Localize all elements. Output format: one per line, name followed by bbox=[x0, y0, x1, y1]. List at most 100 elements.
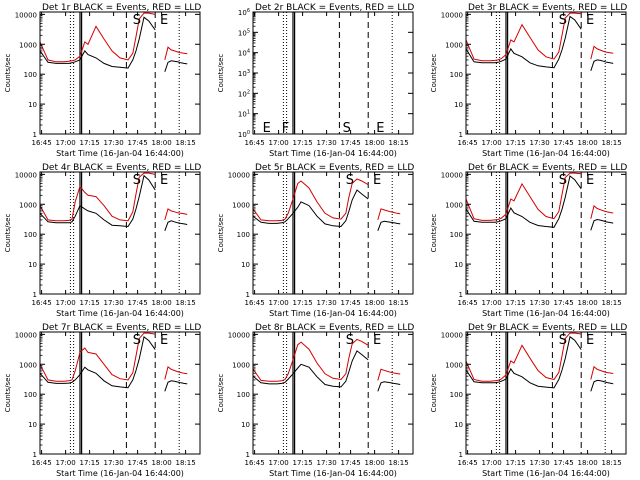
panel-title: Det 5r BLACK = Events, RED = LLD bbox=[255, 163, 414, 173]
panel-3: Det 3r BLACK = Events, RED = LLD Counts/s… bbox=[430, 3, 627, 158]
series-line-lld bbox=[164, 208, 188, 221]
x-tick-label: 17:15 bbox=[293, 139, 313, 147]
x-axis-label: Start Time (16-Jan-04 16:44:00) bbox=[269, 469, 397, 478]
x-tick-label: 16:45 bbox=[458, 459, 478, 467]
y-tick-label: 104 bbox=[238, 49, 250, 58]
x-tick-label: 18:00 bbox=[365, 459, 385, 467]
x-tick-label: 17:30 bbox=[530, 459, 550, 467]
y-tick-label: 100 bbox=[450, 71, 463, 79]
series-line-lld bbox=[590, 365, 614, 380]
phase-marker-label: E bbox=[586, 13, 594, 28]
y-tick-label: 100 bbox=[24, 231, 37, 239]
x-tick-label: 17:15 bbox=[80, 299, 100, 307]
phase-marker-label: S bbox=[133, 13, 141, 28]
series-line-events bbox=[465, 15, 582, 69]
y-tick-label: 10000 bbox=[15, 11, 37, 19]
y-tick-label: 100 bbox=[238, 130, 250, 139]
plot-frame bbox=[465, 171, 627, 295]
phase-marker-label: S bbox=[133, 333, 141, 348]
series-line-lld bbox=[465, 12, 582, 62]
x-tick-label: 16:45 bbox=[32, 299, 52, 307]
series-line-lld bbox=[590, 45, 614, 60]
phase-marker-label: S bbox=[343, 121, 351, 136]
x-axis-label: Start Time (16-Jan-04 16:44:00) bbox=[56, 309, 184, 318]
x-tick-label: 17:15 bbox=[506, 459, 526, 467]
x-tick-label: 18:15 bbox=[176, 299, 196, 307]
x-axis-label: Start Time (16-Jan-04 16:44:00) bbox=[269, 309, 397, 318]
x-tick-label: 17:30 bbox=[530, 139, 550, 147]
y-tick-label: 10000 bbox=[441, 331, 463, 339]
series-line-events bbox=[377, 220, 401, 231]
x-tick-label: 18:15 bbox=[176, 139, 196, 147]
x-tick-label: 18:15 bbox=[176, 459, 196, 467]
y-tick-label: 1000 bbox=[19, 201, 37, 209]
plot-frame bbox=[39, 11, 201, 135]
x-tick-label: 17:45 bbox=[128, 299, 148, 307]
x-tick-label: 17:00 bbox=[269, 299, 289, 307]
x-tick-label: 17:45 bbox=[128, 459, 148, 467]
x-tick-label: 16:45 bbox=[458, 299, 478, 307]
x-tick-label: 17:15 bbox=[80, 139, 100, 147]
y-tick-label: 106 bbox=[238, 8, 250, 17]
x-tick-label: 16:45 bbox=[32, 459, 52, 467]
x-tick-label: 17:30 bbox=[530, 299, 550, 307]
x-tick-label: 17:30 bbox=[317, 139, 337, 147]
series-line-events bbox=[465, 175, 582, 228]
x-tick-label: 17:30 bbox=[317, 299, 337, 307]
phase-marker-label: E bbox=[586, 173, 594, 188]
series-line-events bbox=[590, 59, 614, 71]
x-axis-label: Start Time (16-Jan-04 16:44:00) bbox=[56, 469, 184, 478]
y-tick-label: 100 bbox=[450, 231, 463, 239]
panel-1: Det 1r BLACK = Events, RED = LLD Counts/s… bbox=[4, 3, 201, 158]
x-axis-label: Start Time (16-Jan-04 16:44:00) bbox=[269, 149, 397, 158]
x-tick-label: 17:15 bbox=[293, 299, 313, 307]
series-line-events bbox=[252, 350, 369, 388]
y-axis-label: Counts/sec bbox=[430, 374, 438, 413]
x-tick-label: 17:30 bbox=[104, 459, 124, 467]
x-tick-label: 17:00 bbox=[269, 459, 289, 467]
x-tick-label: 18:00 bbox=[365, 139, 385, 147]
x-tick-label: 16:45 bbox=[245, 139, 265, 147]
phase-marker-label: E bbox=[263, 121, 271, 136]
x-tick-label: 17:00 bbox=[482, 139, 502, 147]
series-line-lld bbox=[377, 208, 401, 221]
series-line-events bbox=[164, 60, 188, 72]
y-tick-label: 10 bbox=[28, 421, 37, 429]
panel-title: Det 3r BLACK = Events, RED = LLD bbox=[468, 3, 627, 13]
panel-title: Det 7r BLACK = Events, RED = LLD bbox=[42, 323, 201, 333]
y-axis-label: Counts/sec bbox=[217, 214, 225, 253]
panel-8: Det 8r BLACK = Events, RED = LLD Counts/s… bbox=[217, 323, 414, 478]
x-tick-label: 18:15 bbox=[602, 299, 622, 307]
y-tick-label: 10000 bbox=[15, 331, 37, 339]
x-tick-label: 16:45 bbox=[245, 299, 265, 307]
y-tick-label: 1 bbox=[33, 131, 37, 139]
x-tick-label: 18:00 bbox=[578, 459, 598, 467]
x-tick-label: 17:00 bbox=[269, 139, 289, 147]
panel-9: Det 9r BLACK = Events, RED = LLD Counts/s… bbox=[430, 323, 627, 478]
y-tick-label: 10000 bbox=[15, 171, 37, 179]
plot-frame bbox=[252, 11, 414, 135]
series-line-events bbox=[164, 220, 188, 231]
x-tick-label: 17:00 bbox=[56, 459, 76, 467]
plot-frame bbox=[465, 11, 627, 135]
phase-marker-label: E bbox=[373, 173, 381, 188]
panel-7: Det 7r BLACK = Events, RED = LLD Counts/s… bbox=[4, 323, 201, 478]
y-tick-label: 100 bbox=[237, 391, 250, 399]
y-tick-label: 1000 bbox=[445, 201, 463, 209]
y-tick-label: 1000 bbox=[232, 361, 250, 369]
phase-marker-label: E bbox=[586, 333, 594, 348]
phase-marker-label: S bbox=[346, 173, 354, 188]
y-axis-label: Counts/sec bbox=[217, 54, 225, 93]
y-tick-label: 1 bbox=[459, 131, 463, 139]
panel-title: Det 4r BLACK = Events, RED = LLD bbox=[42, 163, 201, 173]
y-tick-label: 1000 bbox=[445, 41, 463, 49]
x-tick-label: 17:00 bbox=[482, 459, 502, 467]
series-line-lld bbox=[465, 332, 582, 382]
y-tick-label: 10000 bbox=[228, 171, 250, 179]
x-tick-label: 17:15 bbox=[293, 459, 313, 467]
panel-2: Det 2r BLACK = Events, RED = LLD Counts/s… bbox=[217, 3, 414, 158]
x-tick-label: 17:30 bbox=[104, 139, 124, 147]
plot-frame bbox=[252, 171, 414, 295]
series-line-events bbox=[590, 379, 614, 392]
panel-title: Det 2r BLACK = Events, RED = LLD bbox=[255, 3, 414, 13]
